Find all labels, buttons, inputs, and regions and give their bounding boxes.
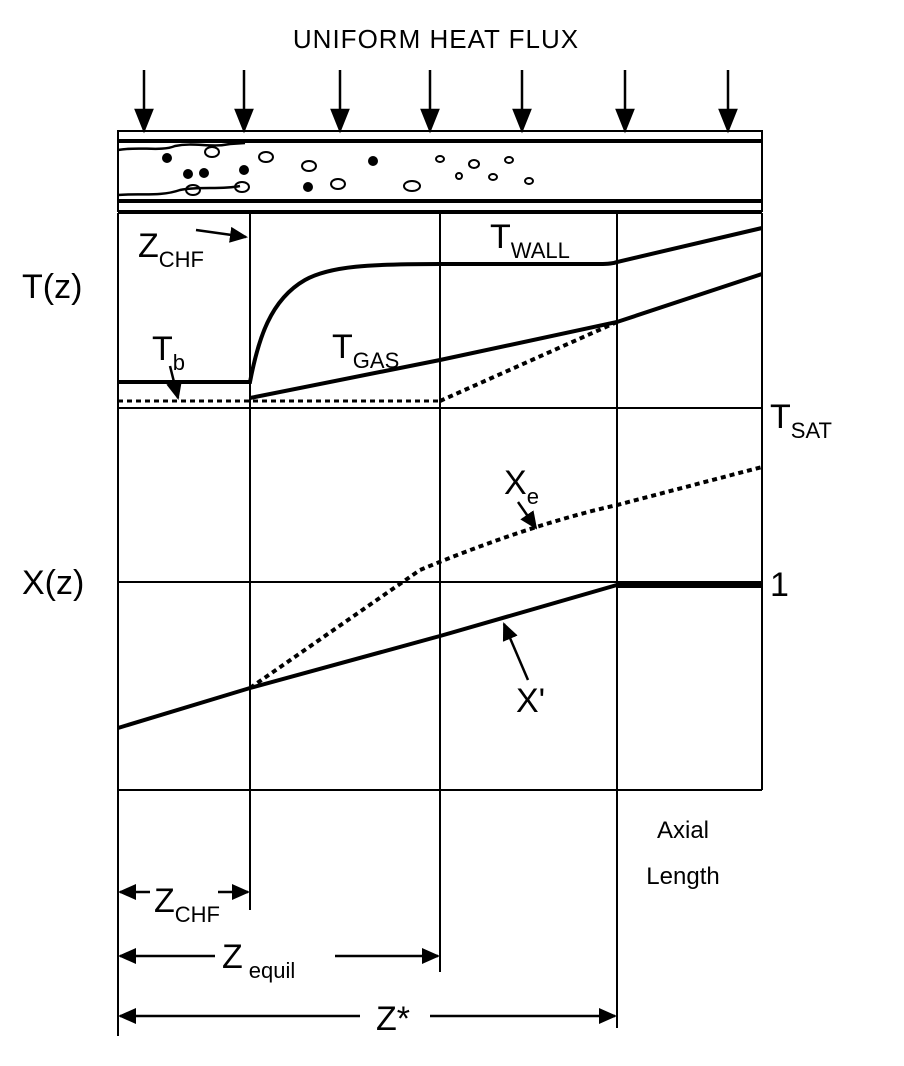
x-e-curve xyxy=(248,465,763,690)
temperature-curves xyxy=(118,226,763,403)
heat-flux-arrows xyxy=(134,70,738,134)
axial-label: Axial xyxy=(657,817,709,844)
liquid-film-top xyxy=(117,141,246,152)
x-prime-label: X' xyxy=(516,682,545,720)
z-chf-arrow xyxy=(195,226,248,243)
heated-tube xyxy=(117,130,763,212)
dim-z-chf-label: ZCHF xyxy=(154,882,220,927)
x-of-z-label: X(z) xyxy=(22,564,84,602)
diagram-title: UNIFORM HEAT FLUX xyxy=(293,24,579,54)
t-gas-curve xyxy=(249,272,763,400)
x-prime-arrow xyxy=(502,622,530,681)
t-of-z-label: T(z) xyxy=(22,268,82,306)
z-chf-label: ZCHF xyxy=(138,227,204,272)
t-wall-label: TWALL xyxy=(490,218,570,263)
t-gas-equilibrium xyxy=(439,320,618,403)
x-prime-curve xyxy=(117,583,762,730)
x-e-arrow xyxy=(516,501,538,530)
quality-curves xyxy=(117,465,763,730)
t-b-label: Tb xyxy=(152,330,185,375)
droplets xyxy=(162,146,534,196)
length-label: Length xyxy=(646,863,719,890)
dim-z-star-label: Z* xyxy=(376,1000,410,1038)
x-e-label: Xe xyxy=(504,464,539,509)
liquid-film-bottom xyxy=(117,184,241,197)
quality-one-label: 1 xyxy=(770,566,789,604)
t-sat-label: TSAT xyxy=(770,398,832,443)
plot-grid xyxy=(117,212,763,1036)
t-b-arrow xyxy=(166,365,182,400)
t-wall-curve xyxy=(118,226,763,384)
t-gas-label: TGAS xyxy=(332,328,399,373)
